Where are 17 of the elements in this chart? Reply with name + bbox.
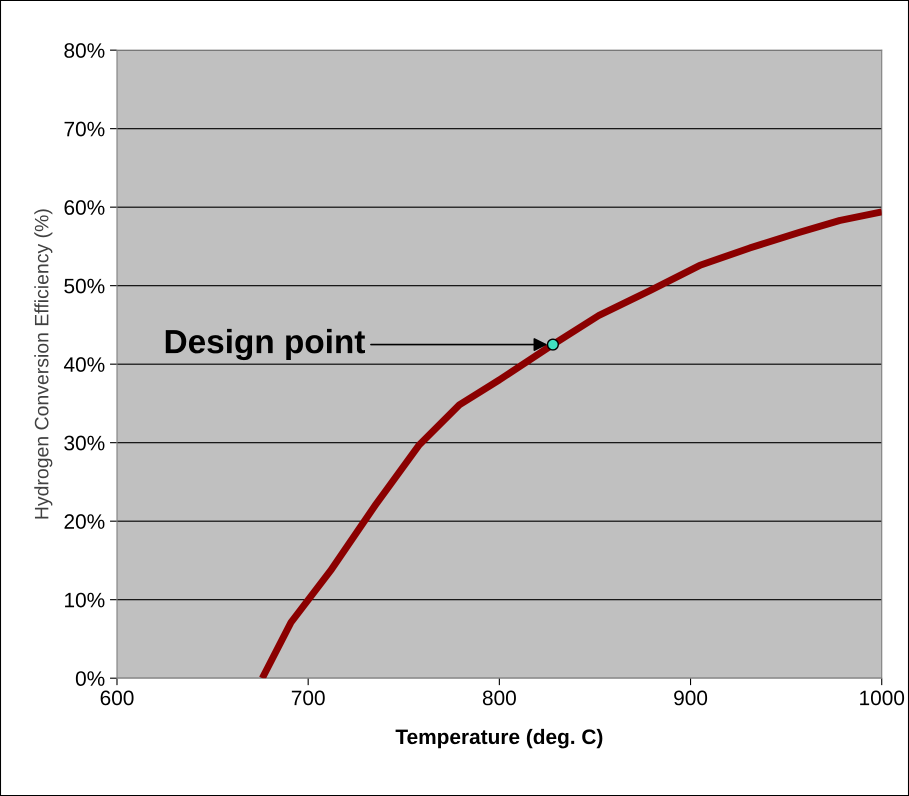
x-tick-label: 600: [100, 690, 134, 706]
y-tick-label: 0%: [76, 671, 104, 686]
y-axis-title: Hydrogen Conversion Efficiency (%): [34, 209, 52, 519]
x-tick-label: 700: [292, 690, 325, 706]
annotation: Design point: [166, 328, 365, 360]
y-tick-label: 10%: [65, 592, 104, 608]
x-tick-label: 800: [482, 690, 516, 706]
y-tick-label: 40%: [64, 357, 104, 372]
y-tick-label: 70%: [64, 122, 104, 136]
y-tick-label: 30%: [64, 436, 104, 450]
x-tick-label: 900: [674, 690, 708, 706]
y-tick-label: 80%: [64, 43, 104, 58]
y-tick-label: 20%: [64, 514, 104, 529]
y-tick-label: 60%: [64, 200, 104, 215]
y-tick-label: 50%: [64, 278, 104, 294]
x-axis-title: Temperature (deg. C): [396, 728, 602, 748]
x-tick-label: 1000: [860, 690, 904, 706]
